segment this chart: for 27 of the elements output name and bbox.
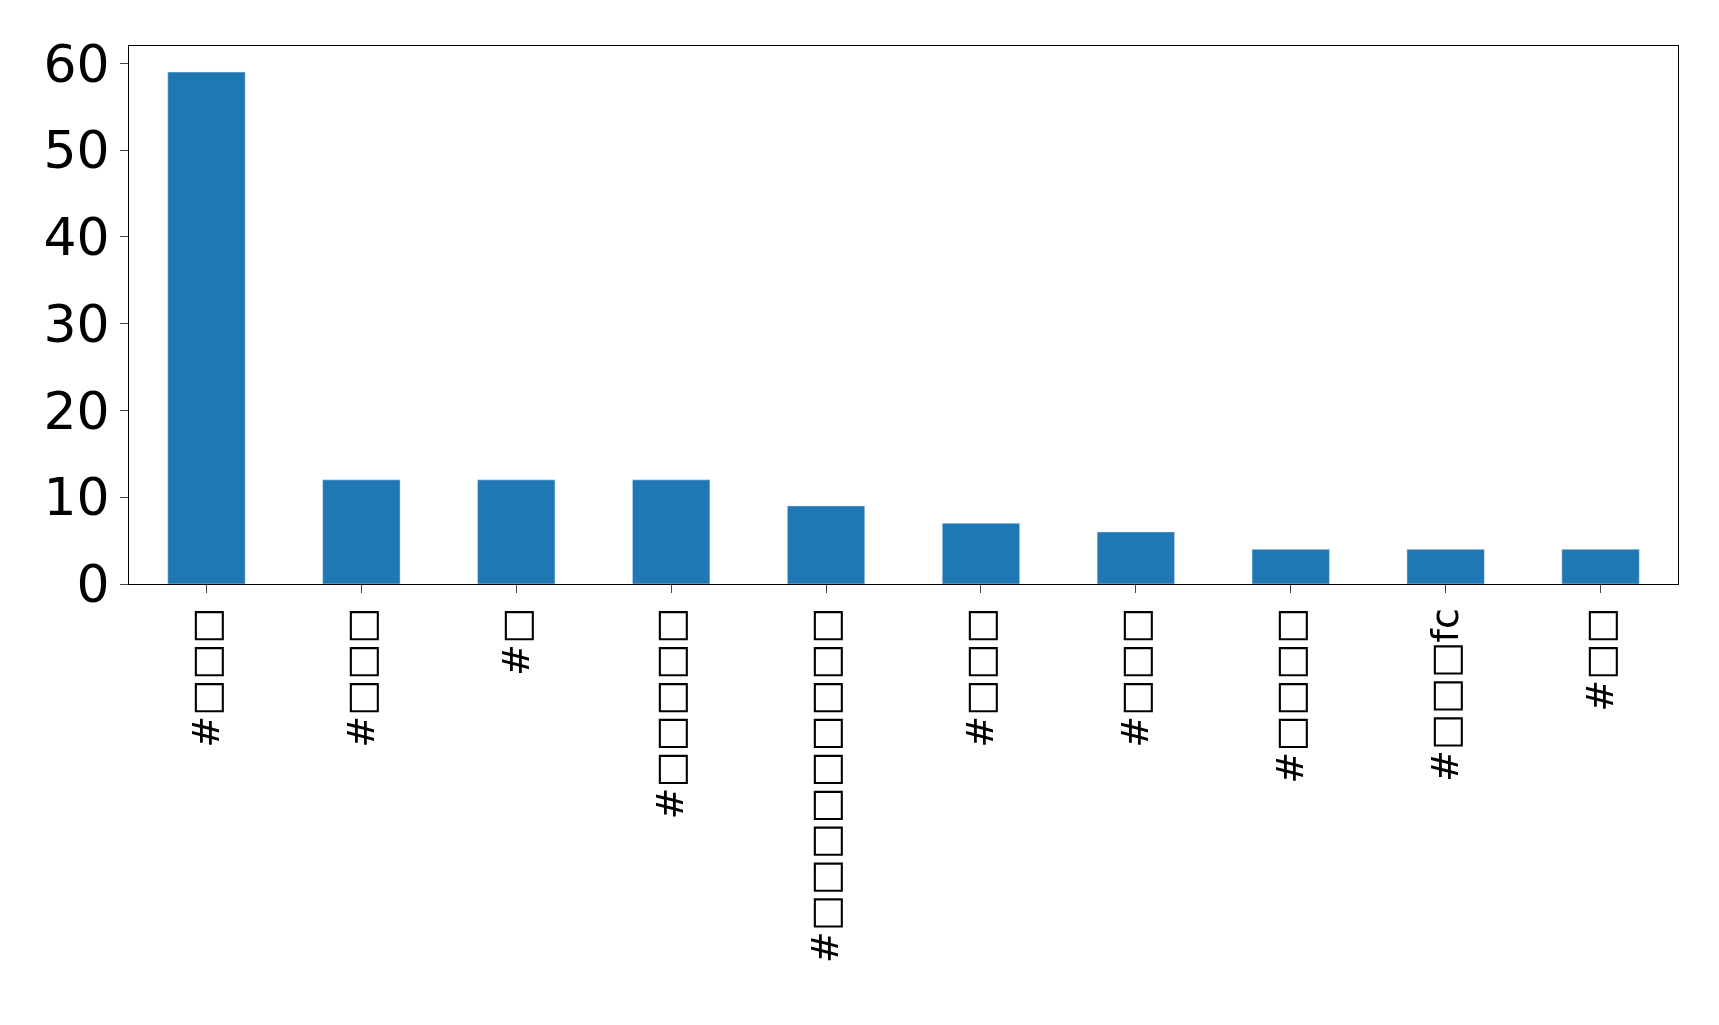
y-tick-label: 50 — [43, 120, 110, 181]
x-tick-label: #□□□□□ — [648, 608, 693, 820]
bar — [167, 71, 246, 584]
bar — [1096, 531, 1175, 584]
y-tick-label: 40 — [43, 207, 110, 268]
bar — [787, 505, 866, 584]
y-tick-label: 10 — [43, 467, 110, 528]
bar — [477, 479, 556, 584]
bar — [1406, 549, 1485, 584]
y-tick-label: 0 — [76, 554, 110, 615]
bar — [1251, 549, 1330, 584]
x-tick-label: #□□ — [1577, 608, 1622, 712]
x-tick-label: #□□□ — [1113, 608, 1158, 748]
y-tick-label: 60 — [43, 33, 110, 94]
y-tick-label: 30 — [43, 293, 110, 354]
x-tick-label: #□□□□ — [1268, 608, 1313, 784]
bar — [632, 479, 711, 584]
bar — [322, 479, 401, 584]
bar — [941, 523, 1020, 584]
x-tick-label: #□□□□□□□□□ — [803, 608, 848, 964]
x-tick-label: #□□□ — [183, 608, 228, 748]
y-tick-label: 20 — [43, 380, 110, 441]
x-tick-label: #□□□fc — [1423, 608, 1467, 783]
x-tick-label: #□ — [493, 608, 538, 676]
x-tick-label: #□□□ — [338, 608, 383, 748]
x-tick-label: #□□□ — [958, 608, 1003, 748]
bar — [1561, 549, 1640, 584]
